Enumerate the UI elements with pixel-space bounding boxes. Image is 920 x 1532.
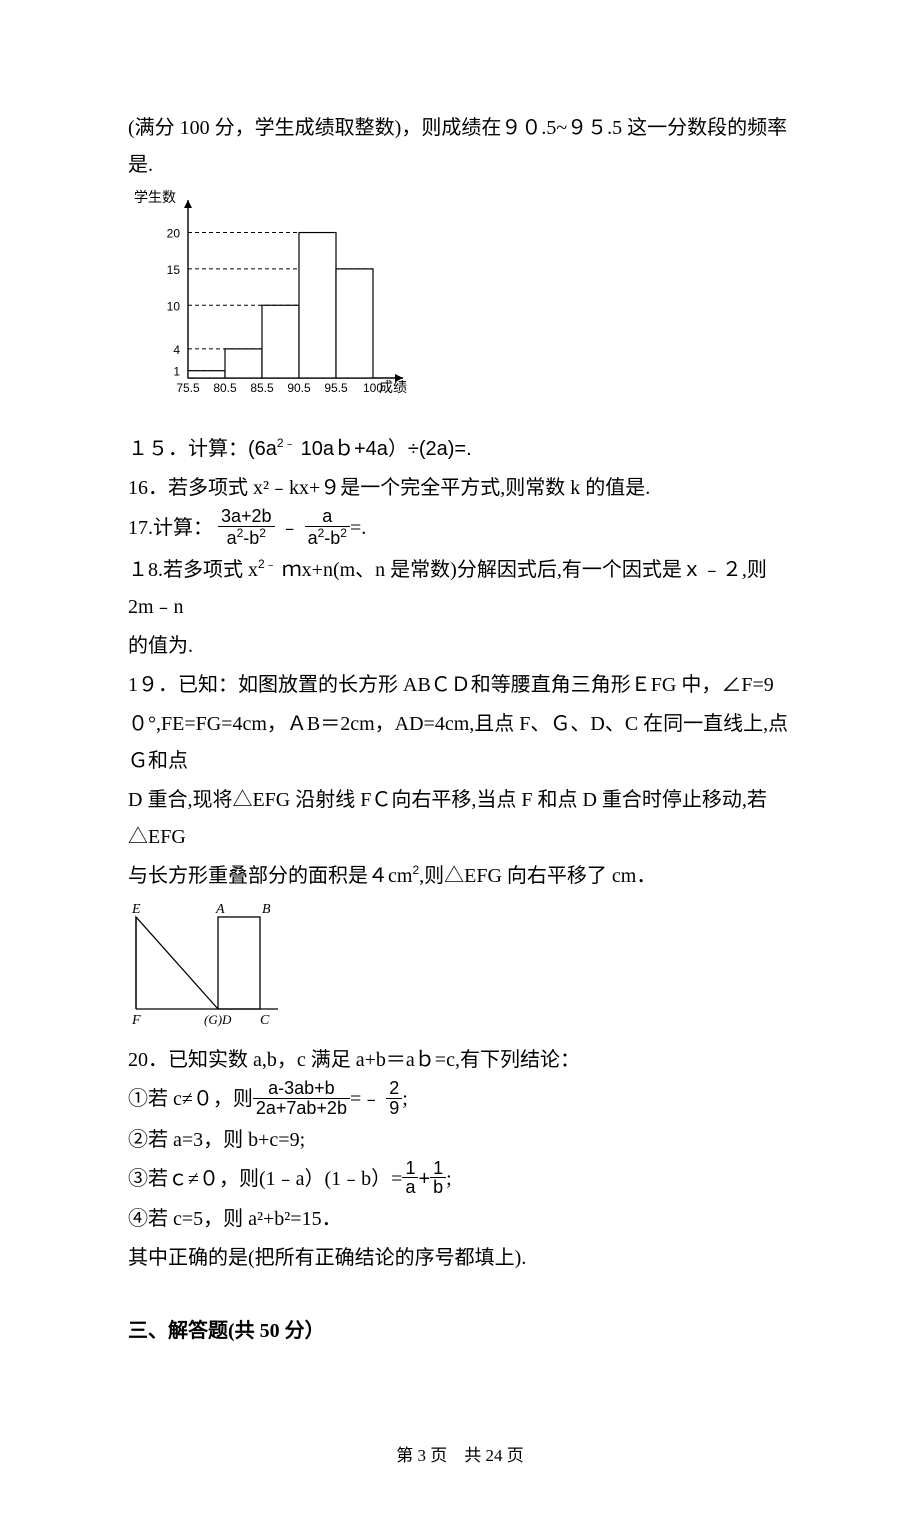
q17-frac2-den: a2-b2 bbox=[305, 527, 350, 548]
svg-text:80.5: 80.5 bbox=[213, 381, 237, 395]
q19-diagram: E A B F (G)D C bbox=[128, 897, 792, 1040]
q17-f2db: -b bbox=[324, 528, 340, 548]
q20-tail: 其中正确的是(把所有正确结论的序号都填上). bbox=[128, 1240, 792, 1277]
footer-right: 共 24 页 bbox=[464, 1446, 524, 1465]
q20-i1-frac: a-3ab+b 2a+7ab+2b bbox=[253, 1079, 350, 1118]
q15-prefix: １５．计算： bbox=[128, 438, 248, 460]
svg-text:C: C bbox=[260, 1013, 270, 1027]
svg-text:95.5: 95.5 bbox=[324, 381, 348, 395]
q14-tail-text: (满分 100 分，学生成绩取整数)，则成绩在９０.5~９５.5 这一分数段的频… bbox=[128, 110, 792, 184]
q20-i3B-den: b bbox=[430, 1178, 446, 1197]
svg-text:F: F bbox=[131, 1013, 141, 1027]
q15-expr-a: (6a bbox=[248, 438, 277, 460]
svg-text:成绩: 成绩 bbox=[379, 380, 407, 396]
q17-frac2-num: a bbox=[305, 507, 350, 527]
q20-i3-fracB: 1 b bbox=[430, 1159, 446, 1198]
q18-l1a: １8.若多项式 x bbox=[128, 559, 258, 581]
q19-line4: 与长方形重叠部分的面积是４cm2,则△EFG 向右平移了 cm． bbox=[128, 858, 792, 895]
svg-text:15: 15 bbox=[167, 263, 181, 277]
q18-line1: １8.若多项式 x2﹣ ｍx+n(m、n 是常数)分解因式后,有一个因式是ｘ﹣２… bbox=[128, 552, 792, 626]
svg-text:20: 20 bbox=[167, 227, 181, 241]
q20-item2: ②若 a=3，则 b+c=9; bbox=[128, 1122, 792, 1159]
q15-sup: 2﹣ bbox=[277, 436, 296, 450]
q17-f1s1: 2 bbox=[237, 526, 244, 540]
footer-left: 第 3 页 bbox=[396, 1446, 447, 1465]
q17-f2s2: 2 bbox=[340, 526, 347, 540]
svg-text:学生数: 学生数 bbox=[134, 190, 176, 206]
q20-i3A-den: a bbox=[402, 1178, 418, 1197]
q17-f1da: a bbox=[227, 528, 237, 548]
svg-text:A: A bbox=[215, 902, 225, 917]
q20-i1-den: 2a+7ab+2b bbox=[253, 1099, 350, 1118]
q20-i1-prefix: ①若 c≠０，则 bbox=[128, 1088, 253, 1110]
q19-l4a: 与长方形重叠部分的面积是４cm bbox=[128, 865, 412, 887]
q20-i1-frac2: 2 9 bbox=[386, 1079, 402, 1118]
svg-text:E: E bbox=[131, 902, 141, 917]
q17-frac2: a a2-b2 bbox=[305, 507, 350, 548]
q15: １５．计算：(6a2﹣ 10aｂ+4a）÷(2a)=. bbox=[128, 431, 792, 468]
svg-text:90.5: 90.5 bbox=[287, 381, 311, 395]
q19-l4sup: 2 bbox=[412, 863, 419, 877]
q17-f2s1: 2 bbox=[318, 526, 325, 540]
svg-text:85.5: 85.5 bbox=[250, 381, 274, 395]
svg-text:75.5: 75.5 bbox=[176, 381, 200, 395]
q20-i1-mid: =﹣ bbox=[350, 1088, 381, 1110]
q20-lead: 20．已知实数 a,b，c 满足 a+b＝aｂ=c,有下列结论： bbox=[128, 1042, 792, 1079]
q19-l4b: ,则△EFG 向右平移了 cm． bbox=[419, 865, 656, 887]
q17-f2da: a bbox=[308, 528, 318, 548]
q20-item4: ④若 c=5，则 a²+b²=15． bbox=[128, 1201, 792, 1238]
q17-frac1: 3a+2b a2-b2 bbox=[218, 507, 275, 548]
q17-f1db: -b bbox=[243, 528, 259, 548]
q20-i1-den2: 9 bbox=[386, 1099, 402, 1118]
q17: 17.计算： 3a+2b a2-b2 ﹣ a a2-b2 =. bbox=[128, 509, 792, 550]
q20-i3-prefix: ③若ｃ≠０，则(1﹣a）(1﹣b）= bbox=[128, 1168, 402, 1190]
q17-frac1-num: 3a+2b bbox=[218, 507, 275, 527]
section-3-title: 三、解答题(共 50 分） bbox=[128, 1313, 792, 1350]
q16: 16．若多项式 x²﹣kx+９是一个完全平方式,则常数 k 的值是. bbox=[128, 470, 792, 507]
q18-line2: 的值为. bbox=[128, 628, 792, 665]
q18-sup: 2﹣ bbox=[258, 557, 277, 571]
q20-i3-suffix: ; bbox=[446, 1168, 452, 1190]
q20-i1-suffix: ; bbox=[402, 1088, 408, 1110]
q17-prefix: 17.计算： bbox=[128, 517, 213, 539]
q20-item1: ①若 c≠０，则 a-3ab+b 2a+7ab+2b =﹣ 2 9 ; bbox=[128, 1081, 792, 1120]
q17-frac1-den: a2-b2 bbox=[218, 527, 275, 548]
q17-minus: ﹣ bbox=[280, 517, 300, 539]
q20-i1-num2: 2 bbox=[386, 1079, 402, 1099]
q19-line1: 1９．已知：如图放置的长方形 ABＣＤ和等腰直角三角形ＥFG 中，∠F=9 bbox=[128, 667, 792, 704]
q20-i3A-num: 1 bbox=[402, 1159, 418, 1179]
q15-expr-b: 10aｂ+4a）÷(2a)=. bbox=[301, 438, 472, 460]
q20-item3: ③若ｃ≠０，则(1﹣a）(1﹣b）= 1 a + 1 b ; bbox=[128, 1161, 792, 1200]
q17-suffix: =. bbox=[350, 517, 366, 539]
q17-f1s2: 2 bbox=[259, 526, 266, 540]
q19-line3: D 重合,现将△EFG 沿射线 FＣ向右平移,当点 F 和点 D 重合时停止移动… bbox=[128, 782, 792, 856]
q14-histogram: 1410152075.580.585.590.595.5100学生数成绩 bbox=[128, 188, 792, 413]
q20-i3-fracA: 1 a bbox=[402, 1159, 418, 1198]
q20-i3-plus: + bbox=[418, 1168, 430, 1190]
q20-i3B-num: 1 bbox=[430, 1159, 446, 1179]
page-footer: 第 3 页 共 24 页 bbox=[128, 1440, 792, 1471]
q20-i1-num: a-3ab+b bbox=[253, 1079, 350, 1099]
svg-text:B: B bbox=[262, 902, 271, 917]
svg-text:10: 10 bbox=[167, 299, 181, 313]
svg-text:(G)D: (G)D bbox=[204, 1012, 232, 1027]
svg-text:4: 4 bbox=[173, 343, 180, 357]
q19-line2: ０°,FE=FG=4cm，ＡB＝2cm，AD=4cm,且点 F、Ｇ、D、C 在同… bbox=[128, 706, 792, 780]
svg-text:1: 1 bbox=[173, 365, 180, 379]
